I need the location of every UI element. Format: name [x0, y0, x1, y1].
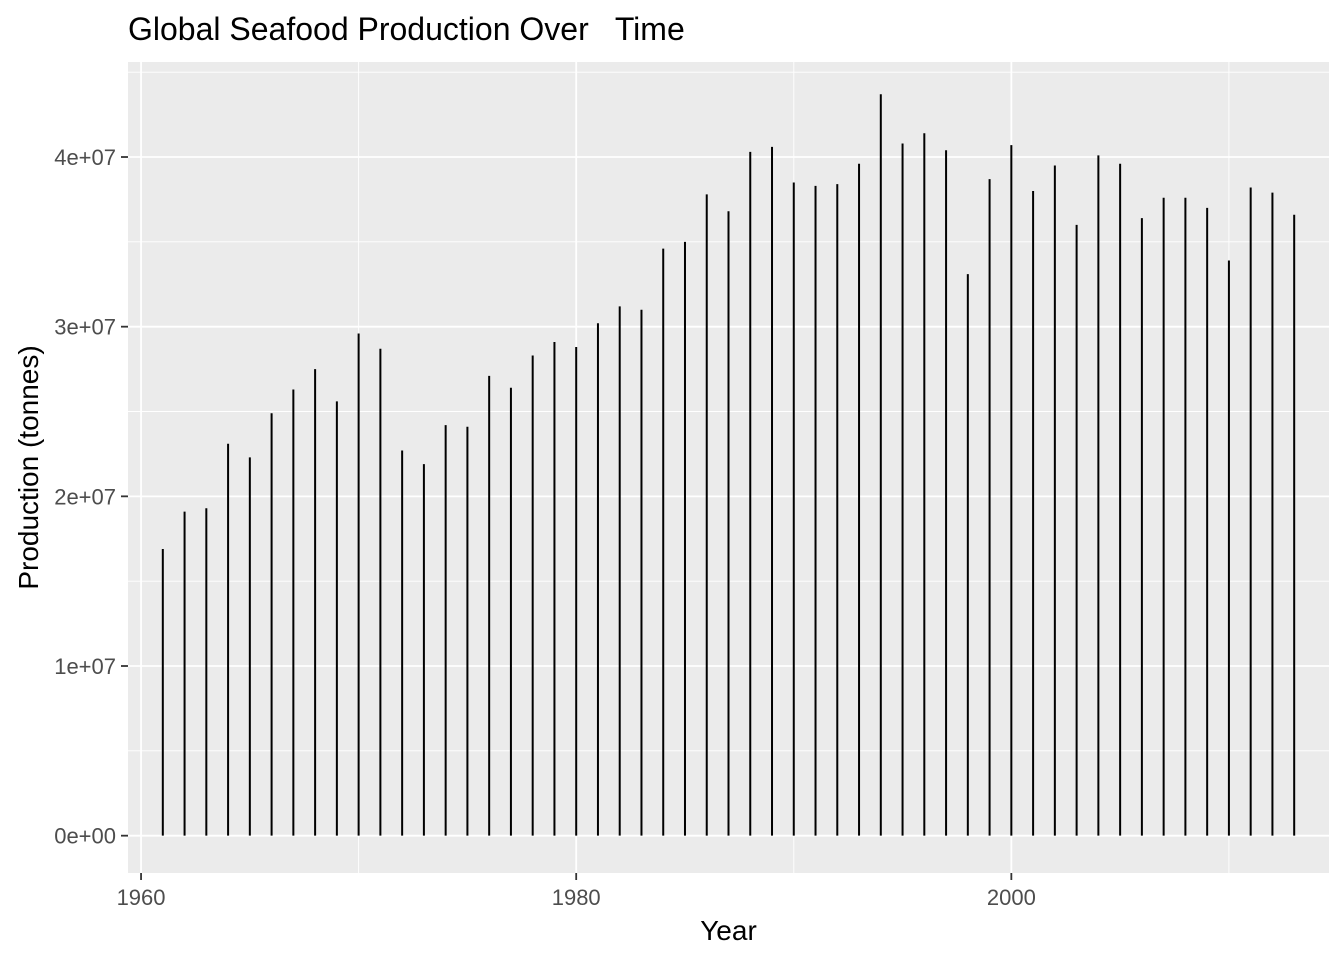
x-tick-label: 1960: [117, 885, 166, 910]
chart-title: Global Seafood Production Over Time: [128, 11, 685, 47]
y-tick-label: 0e+00: [54, 824, 116, 849]
x-axis-title: Year: [700, 915, 757, 946]
y-tick-label: 4e+07: [54, 145, 116, 170]
y-tick-label: 1e+07: [54, 654, 116, 679]
bars: [161, 94, 1296, 836]
x-axis: 1960 1980 2000: [117, 873, 1036, 910]
y-axis: 0e+00 1e+07 2e+07 3e+07 4e+07: [54, 145, 128, 849]
x-tick-label: 1980: [552, 885, 601, 910]
x-tick-label: 2000: [987, 885, 1036, 910]
y-tick-label: 2e+07: [54, 484, 116, 509]
y-axis-title: Production (tonnes): [13, 345, 44, 589]
y-tick-label: 3e+07: [54, 315, 116, 340]
